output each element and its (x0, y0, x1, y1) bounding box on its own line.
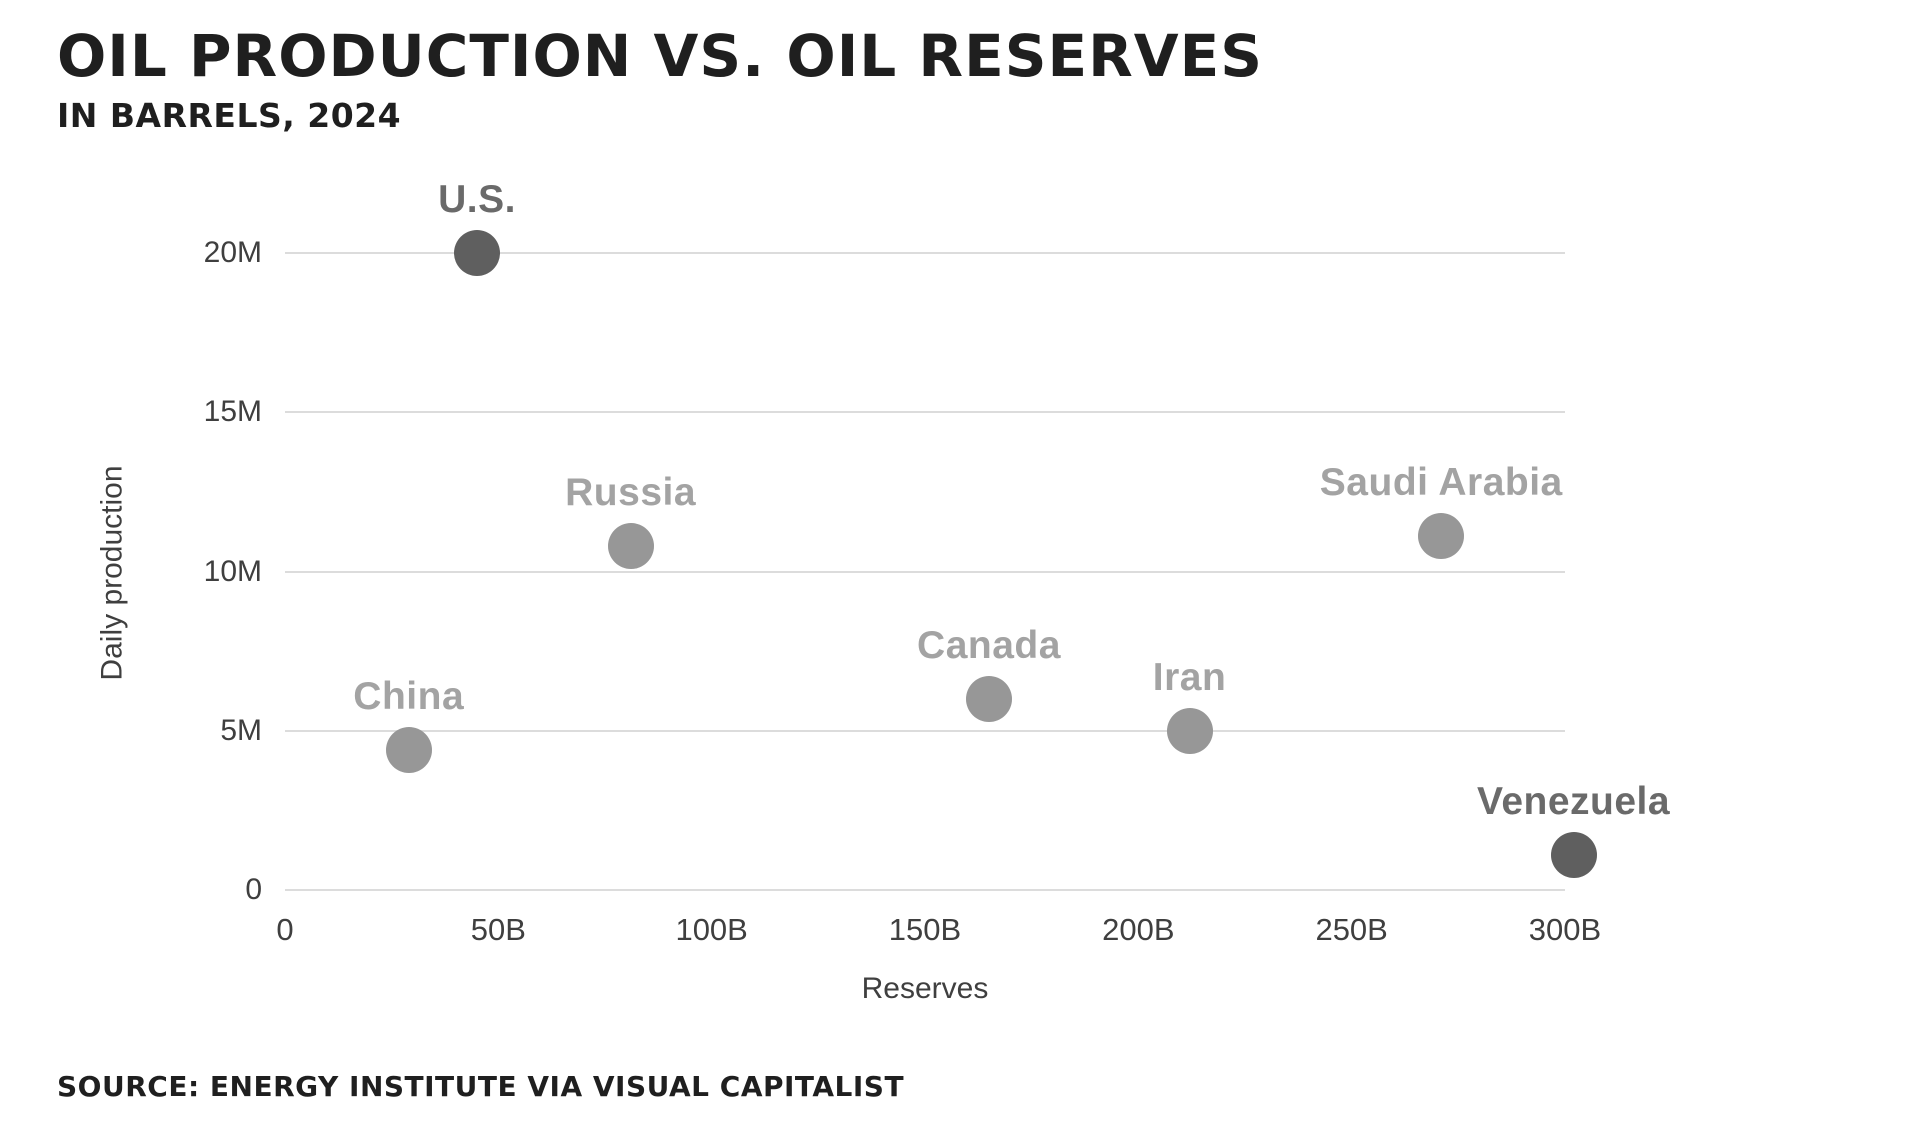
y-tick-0: 0 (245, 873, 262, 906)
data-point-saudi-arabia (1418, 513, 1465, 560)
data-point-iran (1166, 707, 1213, 754)
data-point-venezuela (1550, 831, 1597, 878)
x-tick-0: 0 (276, 912, 294, 947)
data-point-u-s (454, 230, 500, 276)
gridline-5M (285, 729, 1565, 732)
source-attribution: SOURCE: ENERGY INSTITUTE VIA VISUAL CAPI… (57, 1070, 905, 1103)
y-tick-15M: 15M (203, 395, 262, 429)
point-label-venezuela: Venezuela (1476, 779, 1671, 823)
y-tick-5M: 5M (220, 713, 262, 747)
x-tick-300B: 300B (1528, 912, 1602, 947)
point-label-iran: Iran (1152, 655, 1227, 699)
y-axis-title: Daily production (95, 465, 129, 681)
x-axis-title: Reserves (861, 972, 989, 1005)
chart-subtitle: IN BARRELS, 2024 (57, 96, 402, 135)
chart-title: OIL PRODUCTION VS. OIL RESERVES (57, 22, 1264, 90)
x-tick-150B: 150B (888, 912, 962, 947)
gridline-10M (285, 570, 1565, 573)
x-tick-50B: 50B (470, 912, 526, 947)
data-point-canada (966, 675, 1012, 722)
point-label-u-s: U.S. (438, 178, 516, 221)
point-label-saudi-arabia: Saudi Arabia (1319, 461, 1563, 505)
x-tick-250B: 250B (1315, 912, 1388, 947)
data-point-russia (607, 523, 654, 570)
gridline-20M (285, 252, 1565, 254)
y-tick-10M: 10M (203, 554, 262, 588)
y-tick-20M: 20M (203, 236, 262, 269)
point-label-russia: Russia (565, 471, 697, 515)
data-point-china (385, 726, 432, 773)
point-label-canada: Canada (917, 623, 1061, 667)
gridline-15M (285, 411, 1565, 414)
x-tick-200B: 200B (1102, 912, 1175, 947)
gridline-0 (285, 889, 1565, 891)
point-label-china: China (353, 674, 465, 718)
x-tick-100B: 100B (675, 912, 748, 947)
